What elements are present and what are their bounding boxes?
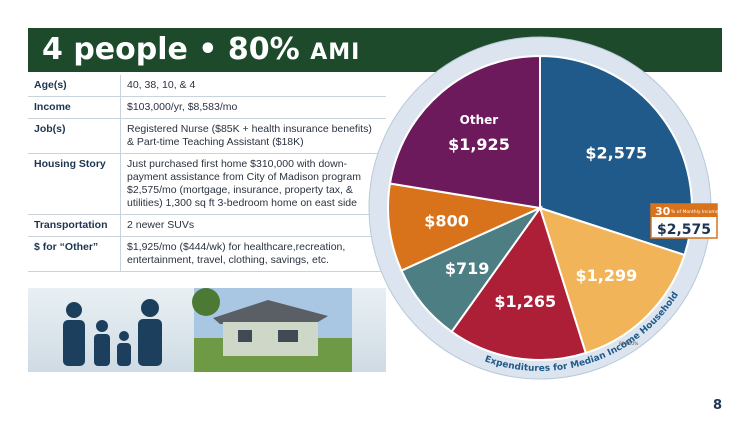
- row-label: Housing Story: [28, 153, 121, 215]
- row-value: Registered Nurse ($85K + health insuranc…: [120, 118, 386, 154]
- callout-value: $2,575: [657, 222, 711, 238]
- slice-value-label: $1,265: [494, 292, 556, 311]
- row-value: $103,000/yr, $8,583/mo: [120, 96, 386, 119]
- pie-slice: [450, 205, 587, 361]
- slice-category: Other: [460, 113, 499, 127]
- table-row: Job(s) Registered Nurse ($85K + health in…: [28, 118, 386, 154]
- row-value: $1,925/mo ($444/wk) for healthcare,recre…: [120, 236, 386, 272]
- pie-slice: [388, 54, 541, 210]
- pie-slice: [538, 206, 686, 355]
- family-icon: [63, 299, 162, 366]
- row-label: Income: [28, 96, 121, 119]
- row-label: Age(s): [28, 75, 121, 97]
- row-label: Transportation: [28, 214, 121, 237]
- callout-percent-text: % of Monthly Income: [671, 209, 719, 215]
- pie-slice: [387, 182, 544, 272]
- row-value: 2 newer SUVs: [120, 214, 386, 237]
- slice-value-label: $1,299: [575, 266, 637, 285]
- row-label: Job(s): [28, 118, 121, 154]
- table-row: Age(s) 40, 38, 10, & 4: [28, 75, 386, 97]
- house-photo: [192, 288, 352, 372]
- row-label: $ for “Other”: [28, 236, 121, 272]
- slice-value-label: $2,575: [585, 144, 647, 163]
- slice-value-label: $1,925: [448, 135, 510, 154]
- title: 4 people • 80% AMI: [42, 32, 360, 67]
- title-main: 4 people • 80%: [42, 32, 300, 67]
- title-suffix: AMI: [310, 40, 361, 65]
- slice-value-label: $800: [424, 211, 469, 230]
- row-value: 40, 38, 10, & 4: [120, 75, 386, 97]
- slice-value-label: $719: [445, 259, 490, 278]
- table-row: Transportation 2 newer SUVs: [28, 214, 386, 237]
- callout-top: [651, 204, 717, 217]
- image-strip: [28, 288, 386, 372]
- ring-label: 80%: [619, 341, 630, 347]
- table-row: $ for “Other” $1,925/mo ($444/wk) for hea…: [28, 236, 386, 272]
- table-row: Income $103,000/yr, $8,583/mo: [28, 96, 386, 119]
- row-value: Just purchased first home $310,000 with …: [120, 153, 386, 215]
- ring-label: 50%: [628, 341, 639, 347]
- page-number: 8: [712, 398, 722, 413]
- table-row: Housing Story Just purchased first home $…: [28, 153, 386, 215]
- illustration: [63, 288, 352, 372]
- callout-percent: 30: [655, 205, 671, 218]
- info-table: Age(s) 40, 38, 10, & 4 Income $103,000/yr, …: [28, 75, 386, 272]
